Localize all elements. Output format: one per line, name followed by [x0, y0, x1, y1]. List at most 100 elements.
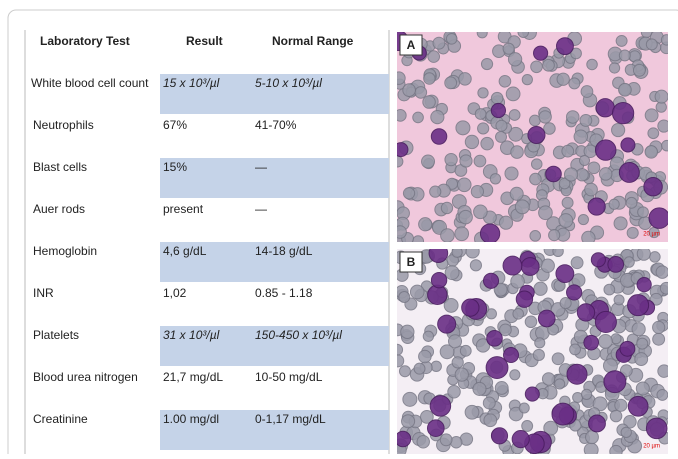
- blast-cell: [567, 364, 587, 384]
- red-cell: [455, 368, 468, 381]
- normal-range: 0-1,17 mg/dL: [255, 412, 326, 426]
- blast-cell: [604, 371, 626, 393]
- blast-cell: [512, 431, 529, 448]
- red-cell: [627, 227, 638, 238]
- blast-cell: [538, 310, 555, 327]
- red-cell: [635, 353, 648, 366]
- red-cell: [579, 155, 589, 165]
- test-name: White blood cell count: [31, 76, 149, 90]
- red-cell: [609, 199, 619, 209]
- red-cell: [423, 331, 433, 341]
- test-name: Blast cells: [33, 160, 87, 174]
- red-cell: [555, 379, 565, 389]
- red-cell: [481, 58, 492, 69]
- blast-cell: [480, 224, 499, 243]
- red-cell: [459, 210, 472, 223]
- red-cell: [458, 178, 472, 192]
- red-cell: [483, 397, 495, 409]
- red-cell: [567, 111, 580, 124]
- red-cell: [569, 78, 580, 89]
- red-cell: [414, 363, 425, 374]
- red-cell: [645, 109, 658, 122]
- blast-cell: [395, 431, 411, 447]
- red-cell: [401, 325, 414, 338]
- blast-cell: [649, 208, 670, 229]
- result: 15 x 10³/µl: [163, 76, 220, 90]
- red-cell: [456, 121, 470, 135]
- red-cell: [562, 145, 574, 157]
- red-cell: [543, 59, 555, 71]
- blast-cell: [491, 428, 507, 444]
- panel-label: A: [407, 38, 416, 52]
- red-cell: [619, 83, 632, 96]
- red-cell: [444, 298, 458, 312]
- red-cell: [399, 366, 410, 377]
- red-cell: [403, 188, 414, 199]
- red-cell: [604, 284, 615, 295]
- red-cell: [534, 282, 547, 295]
- blast-cell: [612, 103, 633, 124]
- red-cell: [460, 345, 471, 356]
- blast-cell: [487, 331, 503, 347]
- red-cell: [584, 443, 598, 454]
- red-cell: [530, 231, 541, 242]
- normal-range: 41-70%: [255, 118, 297, 132]
- red-cell: [484, 414, 497, 427]
- blast-cell: [584, 335, 599, 350]
- red-cell: [552, 353, 564, 365]
- red-cell: [413, 112, 424, 123]
- red-cell: [499, 216, 512, 229]
- blast-cell: [644, 177, 662, 195]
- red-cell: [539, 206, 553, 220]
- test-name: INR: [33, 286, 54, 300]
- red-cell: [599, 168, 612, 181]
- red-cell: [440, 434, 452, 446]
- red-cell: [633, 64, 645, 76]
- red-cell: [619, 50, 630, 61]
- blast-cell: [525, 387, 539, 401]
- panel-label: B: [407, 255, 416, 269]
- blast-cell: [577, 304, 594, 321]
- test-name: Blood urea nitrogen: [33, 370, 138, 384]
- red-cell: [562, 197, 573, 208]
- blast-cell: [608, 257, 624, 273]
- red-cell: [539, 111, 551, 123]
- red-cell: [465, 135, 478, 148]
- blast-cell: [431, 129, 446, 144]
- column-header: Laboratory Test: [40, 34, 130, 48]
- red-cell: [585, 183, 598, 196]
- red-cell: [636, 382, 649, 395]
- red-cell: [473, 382, 486, 395]
- red-cell: [580, 115, 592, 127]
- blast-cell: [552, 403, 574, 425]
- red-cell: [471, 185, 483, 197]
- red-cell: [615, 399, 627, 411]
- red-cell: [433, 37, 445, 49]
- red-cell: [645, 146, 657, 158]
- red-cell: [648, 128, 659, 139]
- result: 1.00 mg/dl: [163, 412, 219, 426]
- red-cell: [614, 295, 624, 305]
- red-cell: [446, 34, 457, 45]
- scale-bar-label: 20 µm: [643, 232, 660, 238]
- red-cell: [657, 389, 668, 400]
- red-cell: [410, 285, 424, 299]
- red-cell: [445, 77, 457, 89]
- blast-cell: [430, 396, 450, 416]
- red-cell: [441, 202, 452, 213]
- red-cell: [544, 123, 556, 135]
- red-cell: [581, 86, 593, 98]
- red-cell: [646, 39, 657, 50]
- blast-cell: [637, 277, 651, 291]
- red-cell: [503, 43, 514, 54]
- red-cell: [541, 259, 554, 272]
- red-cell: [475, 109, 486, 120]
- red-cell: [549, 230, 560, 241]
- test-name: Auer rods: [33, 202, 85, 216]
- red-cell: [530, 173, 542, 185]
- red-cell: [531, 159, 542, 170]
- test-name: Creatinine: [33, 412, 88, 426]
- red-cell: [422, 155, 435, 168]
- blast-cell: [589, 415, 606, 432]
- page: Laboratory TestResultNormal RangeWhite b…: [0, 0, 678, 454]
